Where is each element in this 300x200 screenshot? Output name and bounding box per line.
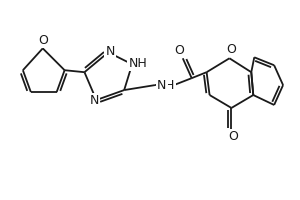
- Text: N: N: [90, 94, 99, 107]
- Text: O: O: [38, 34, 48, 47]
- Text: NH: NH: [129, 57, 148, 70]
- Text: N: N: [157, 79, 167, 92]
- Text: H: H: [165, 79, 175, 92]
- Text: O: O: [174, 44, 184, 57]
- Text: N: N: [106, 45, 115, 58]
- Text: O: O: [226, 43, 236, 56]
- Text: O: O: [229, 130, 238, 143]
